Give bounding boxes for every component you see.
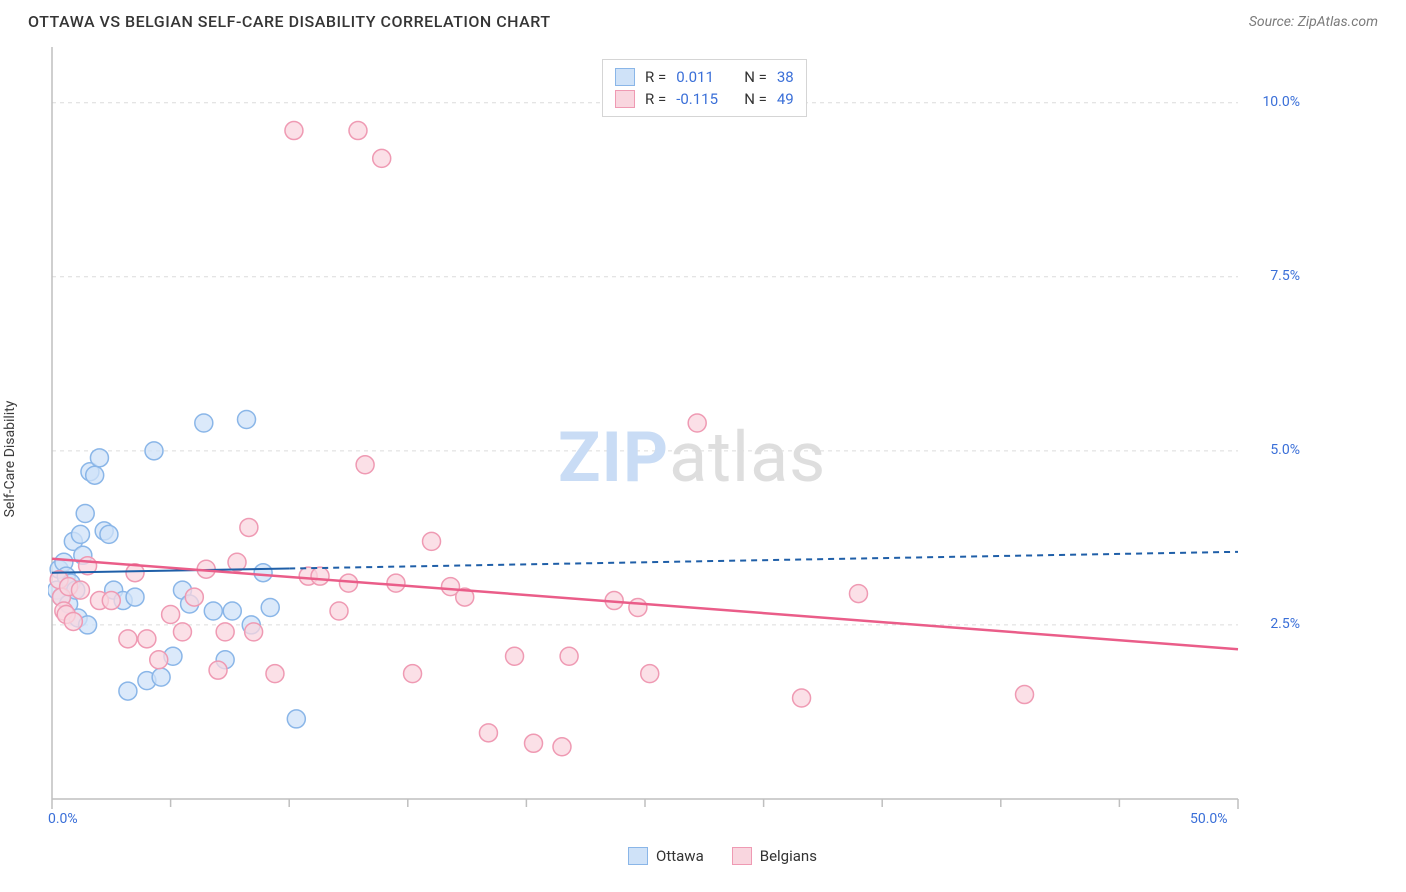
legend-series-item: Belgians [732,847,817,865]
legend-correlation-row: R = -0.115 N = 49 [615,88,794,110]
y-tick-label: 10.0% [1262,94,1300,110]
plot-area: ZIPatlas R =0.011N =38R =-0.115N =49 2.5… [48,47,1308,827]
chart-title: OTTAWA VS BELGIAN SELF-CARE DISABILITY C… [28,12,551,31]
r-value: -0.115 [676,90,734,108]
legend-series-label: Belgians [760,847,817,865]
n-value: 38 [777,68,794,86]
r-label: R = [645,90,666,108]
legend-correlation: R = 0.011 N = 38 R = -0.115 N = 49 [602,59,807,117]
r-value: 0.011 [676,68,734,86]
y-tick-label: 5.0% [1270,442,1300,458]
legend-series: Ottawa Belgians [628,847,817,865]
legend-correlation-row: R = 0.011 N = 38 [615,66,794,88]
r-label: R = [645,68,666,86]
n-label: N = [744,90,767,108]
legend-series-item: Ottawa [628,847,704,865]
legend-swatch [615,90,635,108]
n-value: 49 [777,90,794,108]
y-axis-label: Self-Care Disability [2,401,18,518]
source-label: Source: ZipAtlas.com [1249,14,1378,30]
legend-swatch [615,68,635,86]
y-tick-label: 2.5% [1270,616,1300,632]
x-tick-label: 0.0% [48,811,78,827]
chart-container: Self-Care Disability ZIPatlas R =0.011N … [0,39,1406,879]
n-label: N = [744,68,767,86]
legend-swatch [732,847,752,865]
x-tick-label: 50.0% [1190,811,1228,827]
legend-swatch [628,847,648,865]
legend-series-label: Ottawa [656,847,704,865]
y-tick-label: 7.5% [1270,268,1300,284]
